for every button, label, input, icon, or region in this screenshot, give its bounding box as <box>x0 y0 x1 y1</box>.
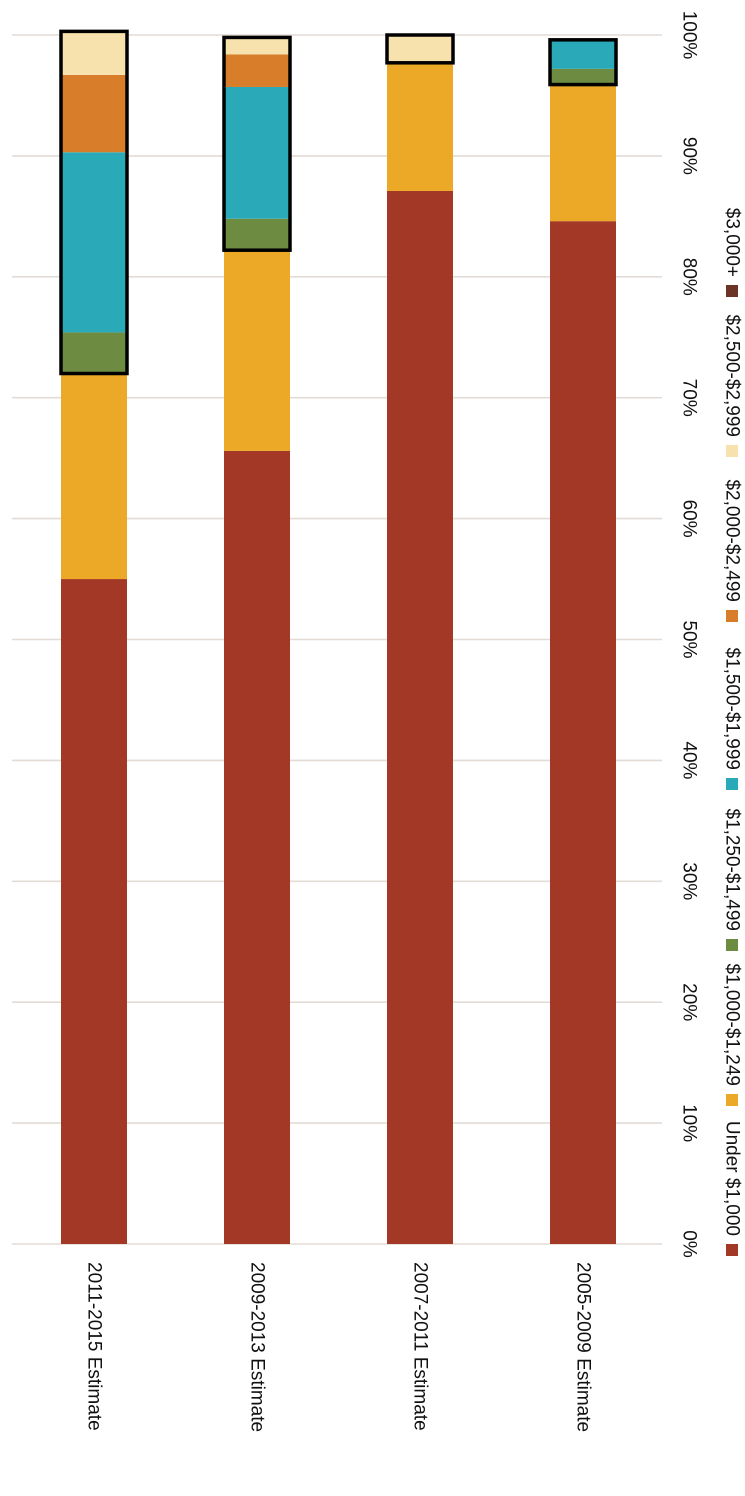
category-label: 2011-2015 Estimate <box>84 1262 105 1431</box>
legend: Under $1,000 $1,000-$1,249 $1,250-$1,499 $1… <box>722 208 743 1256</box>
bar-segment <box>61 74 127 153</box>
bar-segment <box>550 84 616 222</box>
highlight-box <box>548 38 618 87</box>
bar-segment <box>61 332 127 374</box>
category-label: 2005-2009 Estimate <box>573 1262 594 1432</box>
tick-label: 100% <box>679 11 700 60</box>
legend-swatch <box>726 285 738 297</box>
bar-segment <box>550 39 616 69</box>
bar-segment <box>224 450 290 1244</box>
highlight-box <box>222 35 292 252</box>
legend-label: $2,500-$2,999 <box>722 314 743 437</box>
category-label: 2007-2011 Estimate <box>410 1262 431 1431</box>
tick-label: 60% <box>679 500 700 538</box>
legend-swatch <box>726 939 738 951</box>
tick-label: 10% <box>679 1104 700 1142</box>
legend-swatch <box>726 778 738 790</box>
legend-label: $1,000-$1,249 <box>722 963 743 1086</box>
bar-segment <box>387 62 453 191</box>
legend-swatch <box>726 610 738 622</box>
tick-label: 0% <box>679 1230 700 1258</box>
bar-segment <box>387 35 453 63</box>
bar-segment <box>61 373 127 580</box>
value-axis-ticks: 0% 10% 20% 30% 40% 50% 60% 70% 80% 90% 100% <box>679 11 700 1258</box>
bar-segment <box>61 152 127 333</box>
bar-segment <box>224 37 290 55</box>
legend-swatch <box>726 1094 738 1106</box>
legend-swatch <box>726 1244 738 1256</box>
bar-segment <box>550 68 616 85</box>
bar-segment <box>224 218 290 251</box>
bar-segment <box>224 250 290 451</box>
tick-label: 80% <box>679 258 700 296</box>
bar-segment <box>224 86 290 219</box>
bar-segment <box>387 190 453 1245</box>
tick-label: 90% <box>679 137 700 175</box>
category-axis-labels: 2011-2015 Estimate 2009-2013 Estimate 2007… <box>84 1262 594 1432</box>
legend-label: $1,250-$1,499 <box>722 808 743 931</box>
legend-swatch <box>726 445 738 457</box>
bars <box>59 29 618 1245</box>
legend-label: Under $1,000 <box>722 1121 743 1236</box>
bar-segment <box>61 579 127 1244</box>
tick-label: 40% <box>679 741 700 779</box>
legend-label: $2,000-$2,499 <box>722 479 743 602</box>
bar-segment <box>61 31 127 75</box>
tick-label: 50% <box>679 620 700 658</box>
highlight-box <box>385 33 455 65</box>
category-label: 2009-2013 Estimate <box>247 1262 268 1432</box>
legend-label: $3,000+ <box>722 208 743 277</box>
tick-label: 20% <box>679 983 700 1021</box>
bar-segment <box>224 54 290 87</box>
tick-label: 70% <box>679 379 700 417</box>
bar-segment <box>550 221 616 1244</box>
highlight-box <box>59 29 129 376</box>
legend-label: $1,500-$1,999 <box>722 647 743 770</box>
tick-label: 30% <box>679 862 700 900</box>
